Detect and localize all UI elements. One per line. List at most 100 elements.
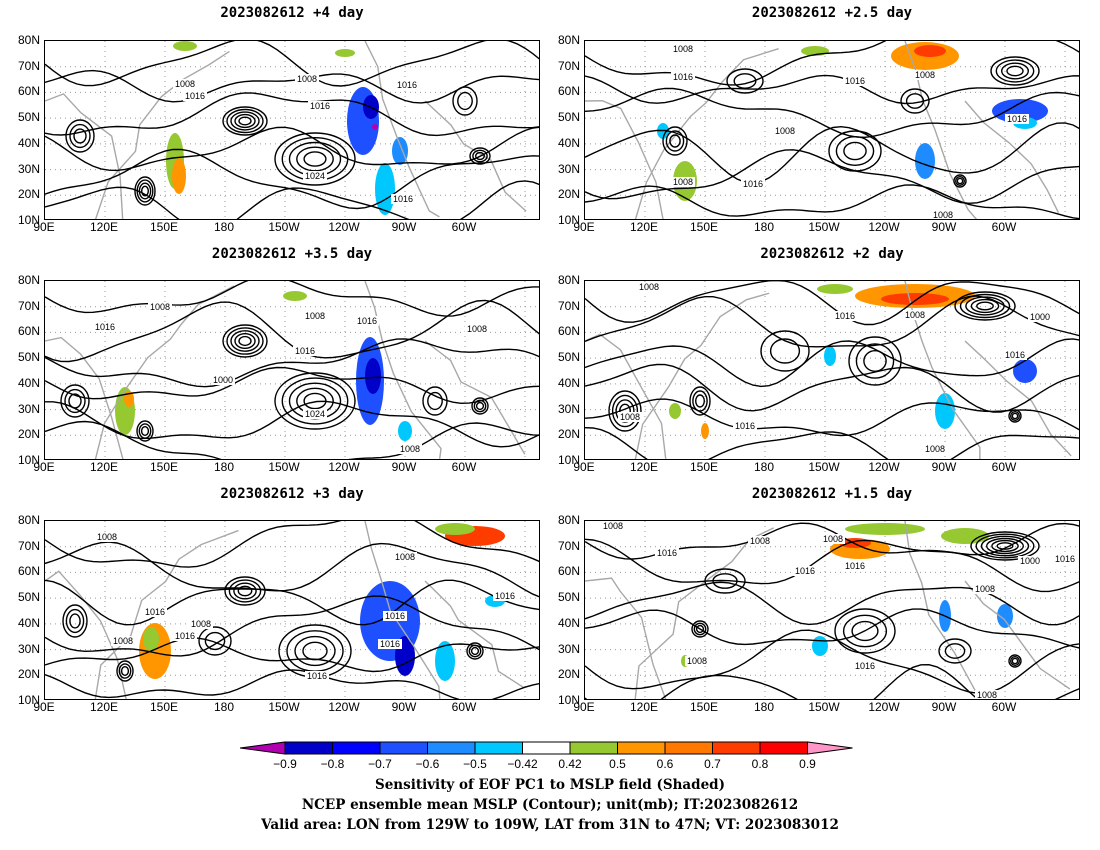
lat-tick-label: 60N [557, 564, 580, 579]
contour-label-bg [618, 412, 642, 422]
contour-label: 1000 [1020, 556, 1040, 566]
lon-tick-label: 180 [213, 220, 235, 234]
contour-label-bg [671, 72, 695, 82]
contour-label-bg [303, 311, 327, 321]
lon-tick-label: 90E [573, 460, 595, 474]
contour-label: 1000 [213, 375, 233, 385]
contour-label: 1016 [307, 671, 327, 681]
contour-label: 1016 [855, 661, 875, 671]
isobar-loop [976, 301, 994, 311]
coastline [364, 41, 440, 218]
isobar-contour [45, 579, 539, 626]
sensitivity-shade [845, 523, 925, 535]
contour-label-bg [295, 74, 319, 84]
isobar-loop [760, 330, 810, 372]
isobar-loop [662, 126, 688, 156]
isobar-loop [138, 423, 152, 439]
colorbar-tick-label: 0.9 [799, 757, 816, 771]
isobar-contour [585, 363, 1079, 413]
contour-label: 1008 [400, 444, 420, 454]
lat-tick-label: 40N [557, 375, 580, 390]
isobar-contour [45, 637, 539, 673]
sensitivity-shade [914, 45, 946, 57]
isobar-loop [228, 579, 262, 603]
sensitivity-shade [283, 291, 307, 301]
isobar-loop [851, 620, 879, 642]
isobar-loop [136, 179, 154, 203]
lat-tick-label: 50N [17, 350, 40, 365]
contour-label: 1008 [467, 324, 487, 334]
sensitivity-shade [915, 143, 935, 179]
isobar-loop [956, 177, 964, 185]
lon-tick-label: 90W [931, 220, 957, 234]
panel-title-5: 2023082612 +3 day [220, 486, 364, 502]
lat-tick-label: 70N [557, 538, 580, 553]
isobar-contour [585, 608, 1079, 649]
lon-tick-label: 60W [451, 700, 477, 714]
isobar-contour [585, 87, 1079, 139]
map-svg-6: 1008 1008 1016 1008 1016 1016 1000 1016 1008 1016… [585, 521, 1079, 699]
coastline [585, 100, 664, 219]
isobar-loop [234, 333, 256, 350]
colorbar-max-arrow [807, 741, 853, 755]
panel-title-3: 2023082612 +3.5 day [211, 246, 373, 262]
isobar-loop [990, 56, 1040, 86]
colorbar-tick-label: −0.6 [415, 757, 440, 771]
contour-label-bg [1053, 554, 1077, 564]
isobar-loop [828, 130, 882, 172]
isobar-loop [302, 641, 328, 661]
lon-tick-label: 120E [629, 460, 659, 474]
contour-label-bg [293, 346, 317, 356]
isobar-loop [140, 185, 149, 197]
colorbar-tick-label: −0.7 [368, 757, 392, 771]
isobar-loop [863, 349, 887, 372]
contour-label-bg [1018, 556, 1042, 566]
contour-label: 1016 [1007, 114, 1027, 124]
isobar-loop [457, 91, 473, 111]
lat-tick-label: 40N [17, 135, 40, 150]
coastline [424, 580, 524, 689]
isobar-loop [198, 626, 232, 656]
contour-label-bg [913, 70, 937, 80]
contour-label: 1016 [845, 76, 865, 86]
isobar-loop [470, 646, 480, 656]
isobar-contour [45, 541, 539, 598]
isobar-contour [45, 41, 539, 87]
contour-label: 1024 [305, 409, 325, 419]
lon-tick-label: 120W [868, 460, 900, 474]
colorbar-segment [284, 741, 333, 755]
map-panel-6: 1008 1008 1016 1008 1016 1016 1000 1016 1008 1016… [584, 520, 1080, 700]
isobar-contour [585, 581, 1079, 626]
lon-tick-label: 60W [991, 700, 1017, 714]
sensitivity-shade [372, 124, 378, 130]
lon-tick-label: 120W [328, 700, 360, 714]
isobar-loop [224, 576, 266, 606]
lon-tick-label: 90E [573, 220, 595, 234]
map-panel-2: 1008 1016 1016 1008 1016 1008 1016 1008 1008 [584, 40, 1080, 220]
contour-label-bg [143, 607, 167, 617]
contour-label-bg [383, 611, 407, 621]
isobar-loop [234, 113, 256, 129]
isobar-loop [65, 119, 95, 153]
coastline [424, 340, 526, 455]
contour-label: 1008 [305, 311, 325, 321]
sensitivity-shade [997, 604, 1013, 628]
contour-label: 1008 [925, 444, 945, 454]
isobar-loop [693, 622, 707, 636]
map-svg-5: 1008 1008 1016 1016 1016 1008 1008 1016 1016 1016 [45, 521, 539, 699]
isobar-loop [73, 128, 87, 144]
sensitivity-shade [398, 421, 412, 441]
contour-label-bg [378, 639, 402, 649]
contour-label-bg [853, 661, 877, 671]
isobar-contour [45, 92, 539, 137]
isobar-loop [62, 604, 88, 638]
lon-tick-label: 180 [213, 460, 235, 474]
contour-label-bg [148, 302, 172, 312]
contour-label: 1016 [743, 179, 763, 189]
isobar-loop [694, 394, 705, 408]
isobar-loop [695, 624, 705, 634]
sensitivity-shade [173, 41, 197, 51]
isobar-loop [843, 141, 867, 161]
isobar-contour [585, 538, 1079, 593]
isobar-loop [691, 620, 709, 638]
